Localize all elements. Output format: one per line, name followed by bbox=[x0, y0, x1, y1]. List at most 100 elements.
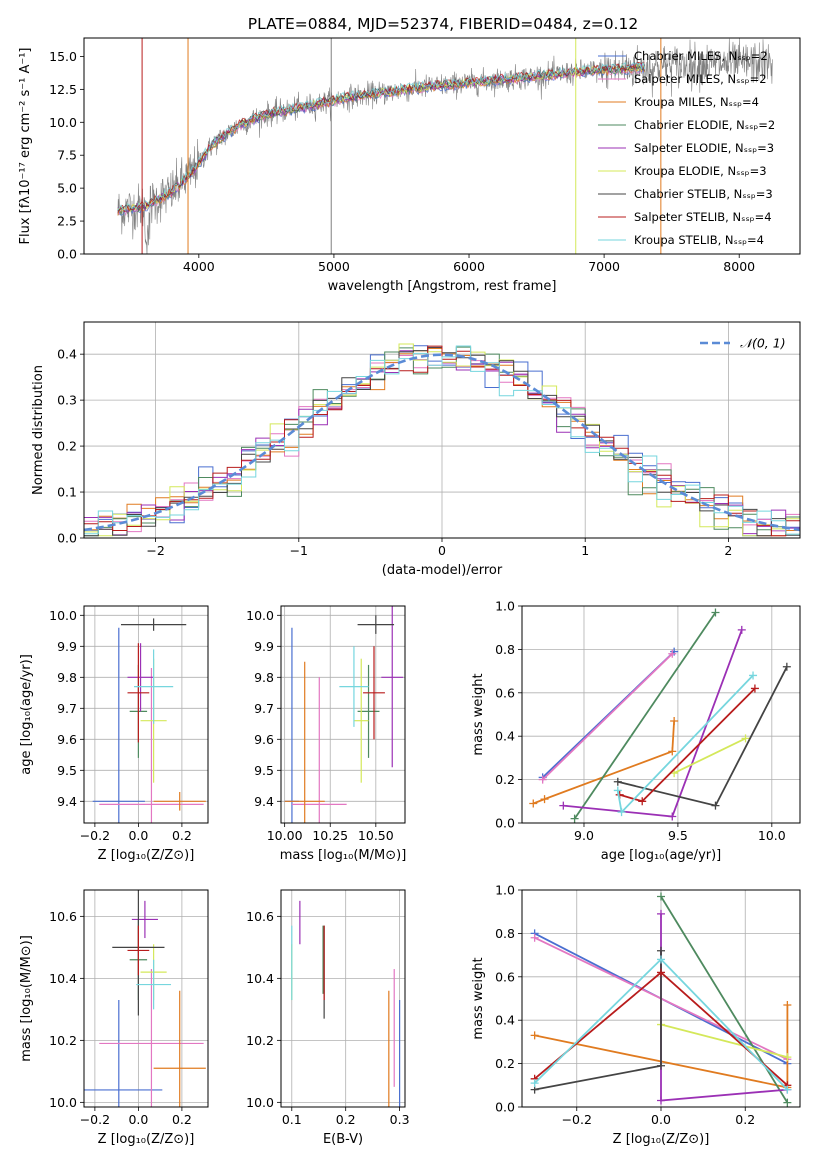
legend-label: Chabrier MILES, Nₛₛₚ=2 bbox=[634, 49, 768, 63]
x-axis-label: Z [log₁₀(Z/Z⊙)] bbox=[98, 1132, 195, 1147]
weight-point-marker bbox=[670, 717, 679, 726]
legend-label: Chabrier STELIB, Nₛₛₚ=3 bbox=[634, 187, 773, 201]
y-tick-label: 0.2 bbox=[57, 439, 77, 454]
x-tick-label: −1 bbox=[290, 543, 308, 558]
x-tick-label: 0.1 bbox=[282, 1112, 302, 1127]
x-tick-label: −0.2 bbox=[562, 1112, 592, 1127]
y-tick-label: 9.5 bbox=[254, 763, 274, 778]
y-tick-label: 9.7 bbox=[57, 701, 77, 716]
gaussian-reference-curve bbox=[84, 353, 800, 532]
model-spectrum-7 bbox=[117, 61, 645, 213]
legend-label: 𝒩(0, 1) bbox=[740, 336, 786, 351]
age_vs_Z-data bbox=[92, 618, 206, 823]
x-tick-label: 4000 bbox=[183, 259, 215, 274]
plot-frame bbox=[83, 889, 209, 1108]
plot-frame bbox=[521, 605, 801, 824]
model-spectrum-4 bbox=[117, 63, 645, 213]
plot-frame bbox=[280, 889, 406, 1108]
age_vs_mass-data bbox=[284, 606, 404, 823]
weight-point-marker bbox=[638, 797, 647, 806]
x-tick-label: 10.25 bbox=[312, 828, 348, 843]
weight-point-marker bbox=[529, 799, 538, 808]
spectrum-panel: 4000 5000 6000 7000 8000 0.0 2.5 5.0 7.5 10.0 12.5… bbox=[18, 37, 801, 294]
x-tick-label: 2 bbox=[724, 543, 732, 558]
x-tick-label: 0.2 bbox=[735, 1112, 755, 1127]
x-tick-label: 0.0 bbox=[128, 1112, 148, 1127]
model-spectrum-3 bbox=[117, 64, 645, 216]
y-tick-label: 0.0 bbox=[57, 531, 77, 546]
y-tick-label: 10.0 bbox=[49, 608, 77, 623]
y-tick-label: 0.0 bbox=[57, 247, 77, 262]
weight-point-marker bbox=[617, 808, 626, 817]
figure-title: PLATE=0884, MJD=52374, FIBERID=0484, z=0… bbox=[248, 15, 638, 33]
x-tick-label: 0.2 bbox=[336, 1112, 356, 1127]
y-tick-label: 9.5 bbox=[57, 763, 77, 778]
x-axis-label: wavelength [Angstrom, rest frame] bbox=[328, 279, 557, 294]
weight-point-marker bbox=[750, 684, 759, 693]
weight-point-marker bbox=[530, 933, 539, 942]
y-tick-label: 9.9 bbox=[254, 639, 274, 654]
y-tick-label: 5.0 bbox=[57, 181, 77, 196]
model-spectrum-8 bbox=[117, 61, 645, 212]
x-tick-label: 7000 bbox=[588, 259, 620, 274]
x-tick-label: 8000 bbox=[723, 259, 755, 274]
legend-label: Kroupa MILES, Nₛₛₚ=4 bbox=[634, 95, 759, 109]
y-tick-label: 0.4 bbox=[495, 729, 515, 744]
y-axis-label: mass [log₁₀(M/M⊙)] bbox=[19, 935, 34, 1062]
weight-point-marker bbox=[540, 795, 549, 804]
x-tick-label: 0.0 bbox=[651, 1112, 671, 1127]
y-tick-label: 0.0 bbox=[495, 816, 515, 831]
weight-point-marker bbox=[559, 801, 568, 810]
weight-point-marker bbox=[538, 775, 547, 784]
weight-point-marker bbox=[782, 662, 791, 671]
legend-label: Salpeter MILES, Nₛₛₚ=2 bbox=[634, 72, 767, 86]
x-tick-label: 0 bbox=[438, 543, 446, 558]
age-vs-metallicity-panel: −0.2 0.0 0.2 9.4 9.5 9.6 9.7 9.8 9.9 10.0 Z [log₁₀… bbox=[19, 605, 209, 863]
x-tick-label: 0.2 bbox=[172, 828, 192, 843]
mass_vs_Z-data bbox=[84, 890, 206, 1107]
weight-point-marker bbox=[657, 946, 665, 955]
plot-frame bbox=[521, 889, 801, 1108]
y-tick-label: 1.0 bbox=[495, 883, 515, 898]
histogram-series-7 bbox=[84, 345, 800, 537]
weight-point-marker bbox=[657, 968, 665, 977]
x-tick-label: 9.5 bbox=[668, 828, 688, 843]
histogram-series-3 bbox=[84, 346, 800, 537]
y-tick-label: 9.4 bbox=[254, 794, 274, 809]
model-spectrum-2 bbox=[117, 63, 645, 216]
weight_vs_Z-data bbox=[530, 892, 792, 1107]
x-tick-label: 9.0 bbox=[574, 828, 594, 843]
plot-frame bbox=[280, 605, 406, 824]
mass-weight-vs-metallicity-panel: −0.2 0.0 0.2 0.0 0.2 0.4 0.6 0.8 1.0 Z [log₁₀(Z/Z… bbox=[471, 883, 801, 1147]
x-tick-label: −0.2 bbox=[80, 1112, 110, 1127]
age-vs-mass-panel: 10.00 10.25 10.50 9.4 9.5 9.6 9.7 9.8 9.9 10.0 mas… bbox=[246, 605, 407, 863]
weight_vs_age-data bbox=[529, 608, 791, 823]
weight-point-marker bbox=[657, 1096, 665, 1105]
model-spectrum-6 bbox=[117, 62, 645, 212]
x-axis-label: mass [log₁₀(M/M⊙)] bbox=[280, 848, 407, 863]
y-tick-label: 0.6 bbox=[495, 969, 515, 984]
y-tick-label: 10.6 bbox=[49, 909, 77, 924]
legend-label: Salpeter STELIB, Nₛₛₚ=4 bbox=[634, 210, 772, 224]
weight-point-marker bbox=[783, 1053, 792, 1062]
weight-point-marker bbox=[613, 786, 622, 795]
weight-point-marker bbox=[657, 892, 665, 901]
y-tick-label: 9.8 bbox=[254, 670, 274, 685]
y-tick-label: 9.4 bbox=[57, 794, 77, 809]
y-axis-label: age [log₁₀(age/yr)] bbox=[19, 654, 34, 775]
histogram-series-8 bbox=[84, 345, 800, 535]
mass_vs_EBV-data bbox=[291, 900, 401, 1107]
legend-label: Chabrier ELODIE, Nₛₛₚ=2 bbox=[634, 118, 775, 132]
y-tick-label: 12.5 bbox=[49, 82, 77, 97]
weight-point-marker bbox=[530, 1079, 539, 1088]
y-tick-label: 10.0 bbox=[49, 1095, 77, 1110]
x-axis-label: (data-model)/error bbox=[382, 563, 503, 578]
y-tick-label: 0.4 bbox=[57, 347, 77, 362]
legend-label: Kroupa ELODIE, Nₛₛₚ=3 bbox=[634, 164, 767, 178]
weight-point-marker bbox=[749, 671, 758, 680]
y-tick-label: 0.4 bbox=[495, 1013, 515, 1028]
y-axis-label: Normed distribution bbox=[31, 365, 46, 495]
y-tick-label: 10.2 bbox=[246, 1033, 274, 1048]
x-tick-label: 0.0 bbox=[128, 828, 148, 843]
